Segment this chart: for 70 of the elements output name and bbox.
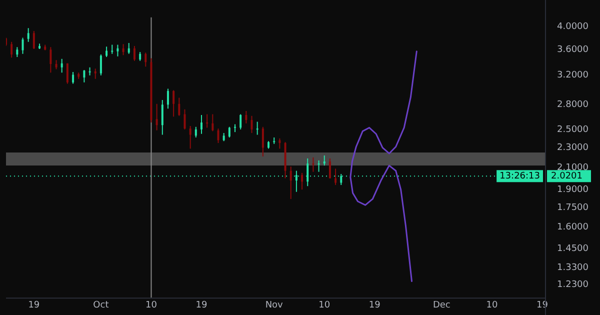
x-tick-label: Nov bbox=[265, 300, 284, 310]
ref-line-label: 2.0201 bbox=[551, 171, 582, 182]
candlestick bbox=[172, 90, 175, 118]
x-tick-label: 19 bbox=[368, 300, 381, 310]
candlestick bbox=[312, 156, 314, 172]
candlestick bbox=[200, 114, 202, 134]
candlestick bbox=[55, 60, 58, 70]
candlestick bbox=[66, 62, 68, 84]
y-tick-label: 2.8000 bbox=[557, 100, 589, 110]
candlestick bbox=[206, 114, 208, 128]
candlestick bbox=[50, 46, 52, 74]
candlestick bbox=[262, 126, 264, 157]
y-tick-label: 1.3300 bbox=[557, 262, 589, 273]
annotation: 13:26:13 bbox=[500, 171, 540, 182]
candlestick bbox=[328, 158, 331, 179]
x-tick-label: 19 bbox=[28, 300, 40, 310]
candlestick bbox=[240, 114, 242, 130]
x-tick-label: 10 bbox=[318, 300, 330, 310]
y-tick-label: 2.5000 bbox=[557, 124, 589, 135]
candlestick bbox=[16, 46, 18, 58]
candlestick bbox=[228, 126, 230, 138]
candlestick bbox=[144, 52, 147, 68]
candlestick bbox=[32, 30, 35, 50]
y-tick-label: 1.7500 bbox=[557, 202, 589, 213]
candlestick bbox=[128, 42, 130, 54]
candlestick bbox=[245, 110, 248, 124]
candlestick bbox=[166, 88, 169, 110]
x-tick-label: 19 bbox=[196, 300, 208, 310]
candlestick bbox=[161, 99, 164, 136]
candlestick bbox=[72, 71, 74, 84]
candlestick bbox=[217, 128, 220, 144]
candlestick bbox=[83, 69, 86, 83]
y-tick-label: 4.0000 bbox=[557, 22, 589, 32]
x-tick-label: Oct bbox=[93, 300, 110, 310]
y-tick-label: 1.4500 bbox=[557, 244, 589, 254]
x-tick-label: 10 bbox=[486, 300, 498, 310]
candlestick bbox=[290, 166, 292, 200]
candlestick bbox=[133, 45, 136, 62]
y-tick-label: 1.2300 bbox=[557, 280, 589, 290]
y-tick-label: 3.2000 bbox=[557, 70, 589, 81]
candlestick bbox=[22, 37, 24, 54]
candlestick bbox=[184, 108, 186, 130]
candlestick bbox=[301, 172, 304, 190]
y-tick-label: 2.3000 bbox=[557, 143, 589, 154]
y-tick-label: 3.6000 bbox=[557, 44, 589, 55]
candlestick bbox=[178, 97, 180, 116]
candlestick bbox=[111, 44, 114, 54]
candlestick bbox=[194, 126, 197, 138]
y-tick-label: 1.6000 bbox=[557, 222, 589, 233]
candlestick bbox=[116, 44, 119, 57]
x-tick-label: Dec bbox=[432, 300, 450, 310]
candlestick bbox=[10, 41, 13, 58]
candlestick bbox=[250, 115, 253, 134]
candlestick bbox=[234, 124, 236, 133]
candlestick bbox=[156, 103, 158, 131]
candlestick bbox=[318, 160, 320, 172]
candlestick bbox=[60, 58, 63, 74]
candlestick bbox=[189, 125, 192, 150]
y-tick-label: 1.9000 bbox=[557, 184, 589, 195]
candlestick bbox=[256, 121, 258, 136]
candlestick bbox=[334, 168, 337, 186]
candlestick bbox=[212, 114, 214, 132]
candlestick bbox=[94, 68, 96, 80]
candlestick bbox=[278, 138, 281, 150]
candlestick bbox=[106, 46, 108, 58]
candlestick bbox=[100, 54, 102, 76]
x-tick-label: 10 bbox=[145, 300, 158, 310]
candlestick bbox=[122, 44, 124, 56]
candlestick bbox=[27, 28, 30, 42]
candlestick bbox=[323, 154, 326, 166]
